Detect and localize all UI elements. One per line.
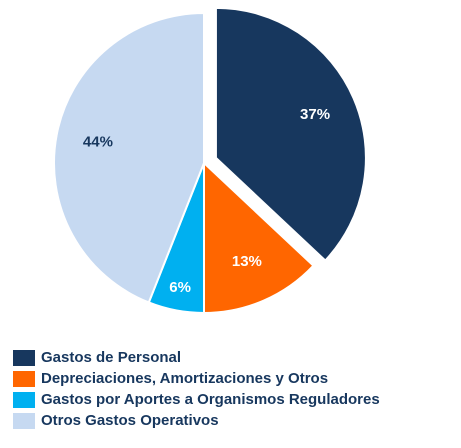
legend-label: Gastos por Aportes a Organismos Regulado… [41,391,380,408]
legend-swatch [13,413,35,429]
legend-label: Gastos de Personal [41,349,181,366]
legend-swatch [13,392,35,408]
pie-slice [203,160,315,315]
slice-label: 44% [83,134,113,151]
pie-slice [53,11,205,304]
legend-swatch [13,350,35,366]
pie-slice [214,6,367,262]
legend-label: Otros Gastos Operativos [41,412,219,429]
legend-swatch [13,371,35,387]
legend-label: Depreciaciones, Amortizaciones y Otros [41,370,328,387]
slice-label: 13% [232,253,262,270]
slice-label: 37% [300,106,330,123]
slice-label: 6% [169,279,191,296]
